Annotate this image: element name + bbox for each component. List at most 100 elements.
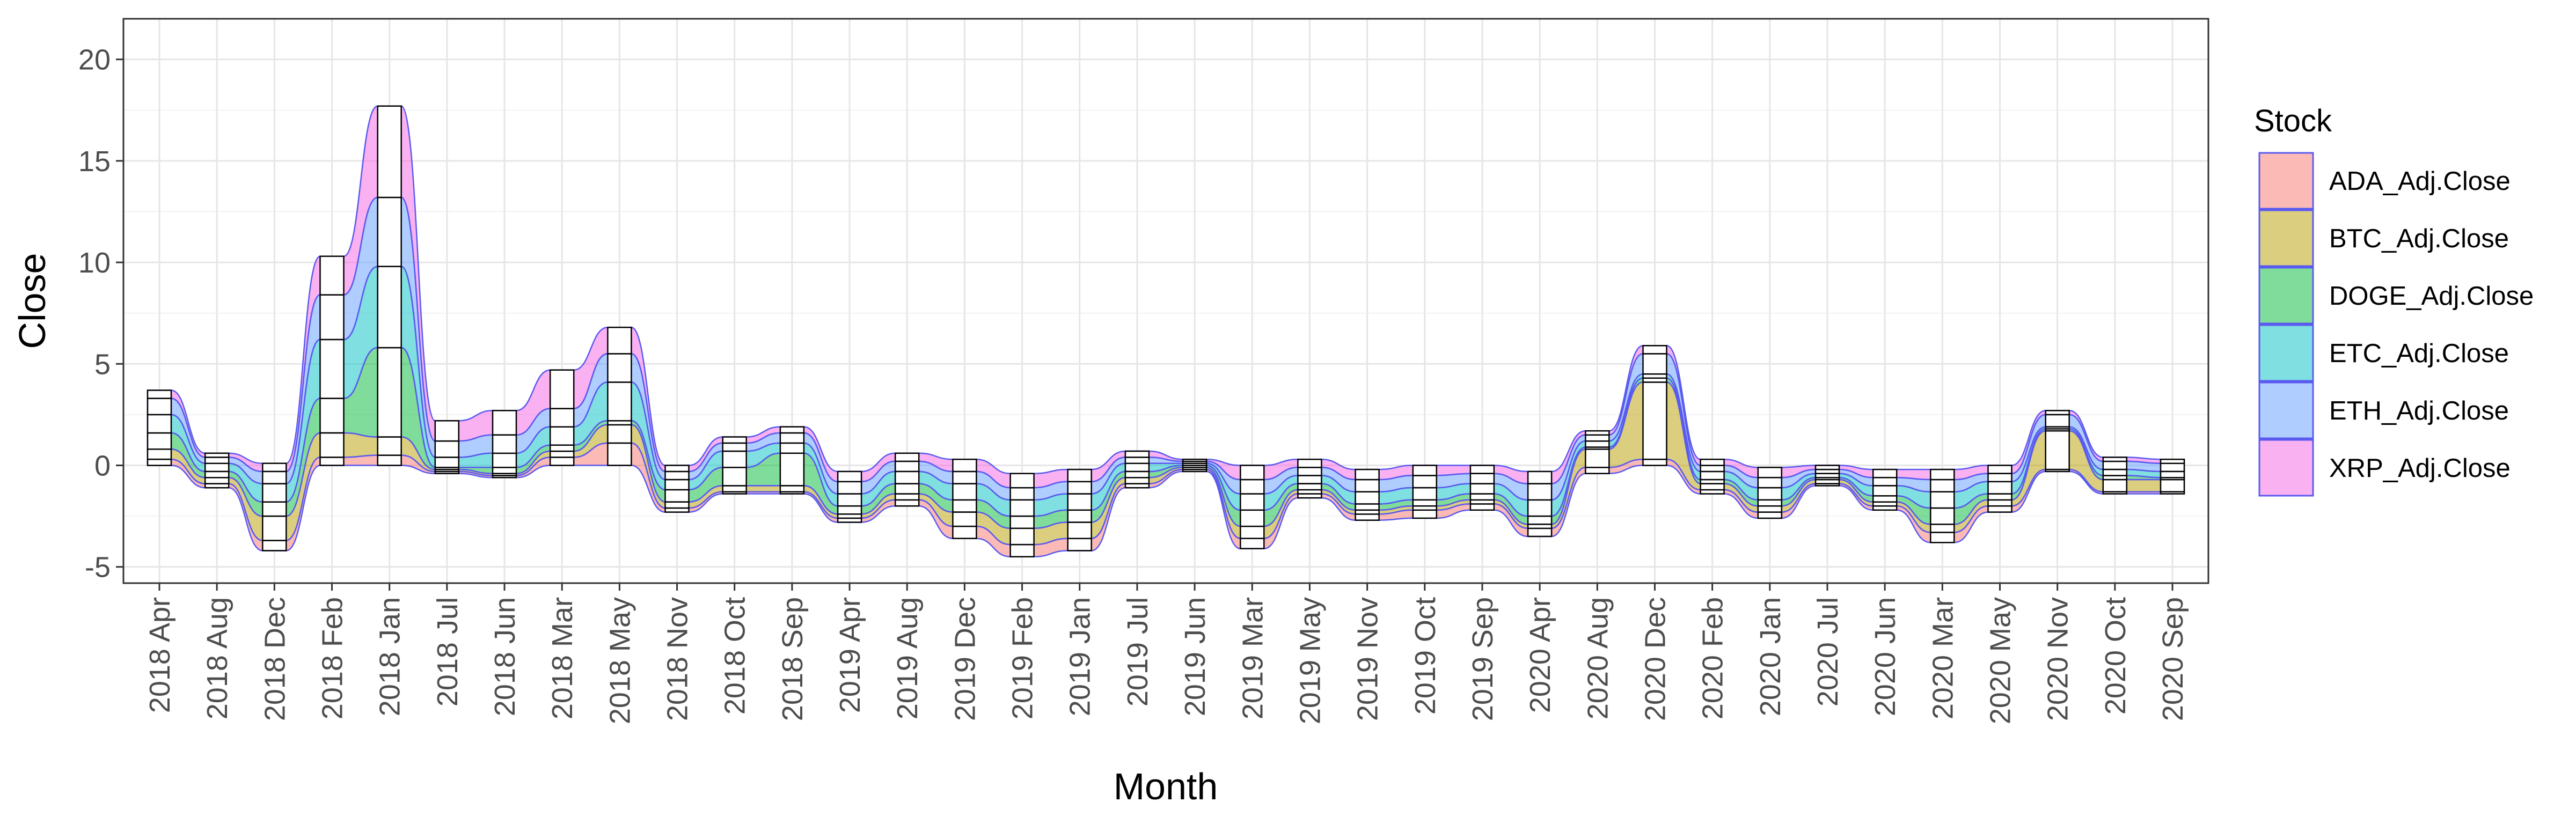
plot-area [122,18,2209,584]
stratum-box [1124,450,1150,458]
stratum-box [664,501,690,509]
legend-key [2258,439,2314,497]
stratum-box [1642,381,1667,460]
stratum-box [1240,509,1265,527]
stratum-box [952,511,977,527]
stratum-box [722,485,747,493]
stratum-box [1930,507,1955,525]
stratum-box [204,457,230,465]
stratum-box [1700,483,1725,491]
stratum-box [1585,448,1610,468]
x-tick-label: 2018 Sep [777,597,809,721]
stratum-box [664,479,690,491]
stratum-box [2045,414,2070,428]
stratum-box [1930,524,1955,533]
stratum-box [1469,465,1495,474]
stratum-box [607,424,632,444]
stratum-box [1412,475,1438,489]
legend-label: ADA_Adj.Close [2329,167,2511,196]
stratum-box [1872,468,1898,479]
stratum-box [549,444,575,452]
stratum-box [1182,458,1208,462]
stratum-box [204,452,230,458]
stratum-box [204,470,230,479]
stratum-box [1987,499,2012,507]
stratum-box [1757,476,1783,489]
stratum-box [319,339,345,399]
stratum-box [147,458,172,466]
x-tick-label: 2019 May [1294,597,1326,724]
stratum-box [2160,470,2185,479]
stratum-box [779,452,805,487]
stratum-box [722,442,747,452]
stratum-box [1469,483,1495,495]
x-tick-label: 2020 Aug [1582,597,1614,719]
legend-label: ETC_Adj.Close [2329,339,2509,368]
stratum-box [1469,493,1495,501]
x-axis: 2018 Apr 2018 Aug 2018 Dec 2018 Feb 2018 Jan… [144,583,2189,724]
y-tick-label: 10 [78,247,111,279]
stratum-box [2102,479,2128,492]
x-tick-label: 2020 Nov [2042,597,2074,721]
x-tick-label: 2020 Apr [1524,597,1556,713]
stratum-box [1240,465,1265,481]
stratum-box [1872,495,1898,503]
stratum-box [1527,483,1553,501]
stratum-box [204,476,230,484]
stratum-box [779,432,805,444]
stratum-box [1240,525,1265,539]
x-tick-label: 2019 Apr [834,597,866,713]
stratum-box [952,458,977,473]
stratum-box [664,470,690,481]
stratum-box [1355,468,1380,481]
legend-key [2258,324,2314,382]
stratum-box [1124,476,1150,484]
x-tick-label: 2019 Mar [1236,597,1269,719]
legend-title: Stock [2254,104,2332,138]
stratum-box [607,353,632,383]
stratum-box [434,457,460,468]
stratum-box [2102,468,2128,476]
stratum-box [2045,410,2070,416]
stratum-box [147,448,172,460]
stratum-box [377,436,402,456]
stratum-box [1067,538,1092,551]
stratum-box [262,462,287,473]
stratum-box [1355,503,1380,511]
stratum-box [607,326,632,355]
stratum-box [1757,499,1783,507]
x-tick-label: 2020 May [1985,597,2017,724]
y-tick-label: -5 [85,551,111,584]
stratum-box [549,408,575,428]
stratum-box [1642,345,1667,355]
stratum-box [2102,460,2128,470]
stratum-box [1987,481,2012,495]
stratum-box [2045,430,2070,470]
stratum-box [549,450,575,458]
stratum-box [377,266,402,349]
stratum-box [1067,521,1092,540]
stratum-box [952,525,977,539]
stratum-box [837,493,862,507]
stratum-box [262,483,287,503]
stratum-box [1930,479,1955,492]
stratum-box [1067,481,1092,495]
stratum-box [837,470,862,483]
stratum-box [1297,475,1322,484]
stratum-box [1757,467,1783,479]
stratum-box [1987,493,2012,501]
stratum-box [779,485,805,493]
legend-label: XRP_Adj.Close [2329,454,2511,483]
stratum-box [262,515,287,541]
stratum-box [549,457,575,466]
stratum-box [722,467,747,487]
stratum-box [894,452,920,462]
legend-key [2258,209,2314,267]
stratum-box [2160,479,2185,492]
stratum-box [1240,538,1265,549]
x-tick-label: 2020 Jul [1812,597,1844,707]
stratum-box [262,470,287,484]
stratum-boxes [147,105,2185,558]
x-tick-label: 2018 Nov [662,597,694,721]
stratum-box [1355,513,1380,521]
